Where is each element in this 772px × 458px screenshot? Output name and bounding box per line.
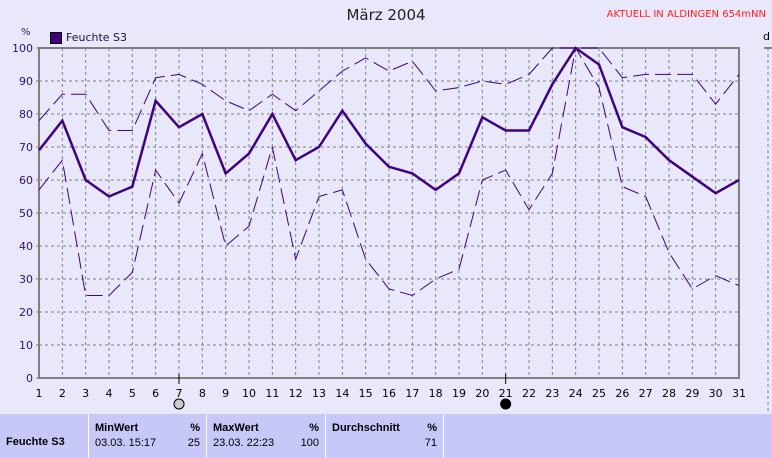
plot-frame: [38, 47, 740, 379]
series-line-max: [38, 47, 740, 131]
max-unit: %: [309, 422, 319, 434]
y-tick-label: 40: [19, 240, 33, 253]
stats-series-label: Feuchte S3: [6, 436, 65, 448]
y-tick-label: 100: [12, 42, 33, 55]
x-tick-label: 11: [265, 387, 279, 400]
min-value: 25: [187, 437, 200, 449]
right-axis-label: d: [763, 30, 770, 43]
x-tick-label: 7: [176, 387, 183, 400]
x-tick-label: 12: [289, 387, 303, 400]
chart-title: März 2004: [346, 6, 426, 24]
legend-label: Feuchte S3: [66, 31, 128, 44]
x-tick-label: 21: [499, 387, 513, 400]
location-note: AKTUELL IN ALDINGEN 654mNN: [606, 9, 766, 20]
avg-cell: Durchschnitt % 71: [325, 414, 444, 458]
x-tick-label: 16: [382, 387, 396, 400]
x-tick-label: 29: [685, 387, 699, 400]
avg-value: 71: [424, 437, 437, 449]
min-unit: %: [190, 422, 200, 434]
x-tick-label: 6: [152, 387, 159, 400]
avg-header: Durchschnitt: [332, 422, 400, 434]
series-line-min: [38, 46, 740, 297]
x-tick-label: 4: [106, 387, 113, 400]
x-tick-label: 25: [592, 387, 606, 400]
legend-swatch: [50, 31, 62, 44]
max-value: 100: [300, 437, 319, 449]
x-tick-label: 28: [662, 387, 676, 400]
y-tick-label: 0: [26, 372, 33, 385]
x-tick-label: 19: [452, 387, 466, 400]
full-moon-icon: [500, 398, 512, 410]
min-header: MinWert: [95, 422, 139, 434]
legend: Feuchte S3: [50, 31, 127, 44]
x-tick-label: 13: [312, 387, 326, 400]
x-tick-label: 1: [36, 387, 43, 400]
x-tick-label: 26: [615, 387, 629, 400]
y-tick-label: 70: [19, 141, 33, 154]
x-tick-label: 18: [429, 387, 443, 400]
y-tick-label: 80: [19, 108, 33, 121]
x-tick-label: 9: [222, 387, 229, 400]
x-tick-label: 23: [545, 387, 559, 400]
y-tick-label: 20: [19, 306, 33, 319]
x-tick-label: 8: [199, 387, 206, 400]
y-tick-label: 30: [19, 273, 33, 286]
x-tick-label: 20: [475, 387, 489, 400]
x-tick-label: 31: [732, 387, 746, 400]
series-line-mean: [38, 46, 740, 198]
stats-panel: Feuchte S3 MinWert % 03.03. 15:17 25 Max…: [0, 414, 772, 458]
min-cell: MinWert % 03.03. 15:17 25: [88, 414, 206, 458]
avg-unit: %: [427, 422, 437, 434]
max-cell: MaxWert % 23.03. 22:23 100: [206, 414, 325, 458]
new-moon-icon: [173, 398, 185, 410]
x-tick-label: 2: [59, 387, 66, 400]
y-tick-label: 10: [19, 339, 33, 352]
x-tick-label: 14: [335, 387, 349, 400]
y-tick-label: 50: [19, 207, 33, 220]
x-tick-label: 27: [639, 387, 653, 400]
x-tick-label: 24: [569, 387, 583, 400]
x-tick-label: 3: [82, 387, 89, 400]
max-header: MaxWert: [213, 422, 259, 434]
y-tick-label: 60: [19, 174, 33, 187]
max-time: 23.03. 22:23: [213, 437, 275, 449]
x-tick-label: 5: [129, 387, 136, 400]
x-tick-label: 30: [709, 387, 723, 400]
x-tick-label: 17: [405, 387, 419, 400]
y-axis-unit: %: [21, 27, 31, 38]
x-tick-label: 15: [359, 387, 373, 400]
min-time: 03.03. 15:17: [95, 437, 157, 449]
y-tick-label: 90: [19, 75, 33, 88]
x-tick-label: 10: [242, 387, 256, 400]
x-tick-label: 22: [522, 387, 536, 400]
